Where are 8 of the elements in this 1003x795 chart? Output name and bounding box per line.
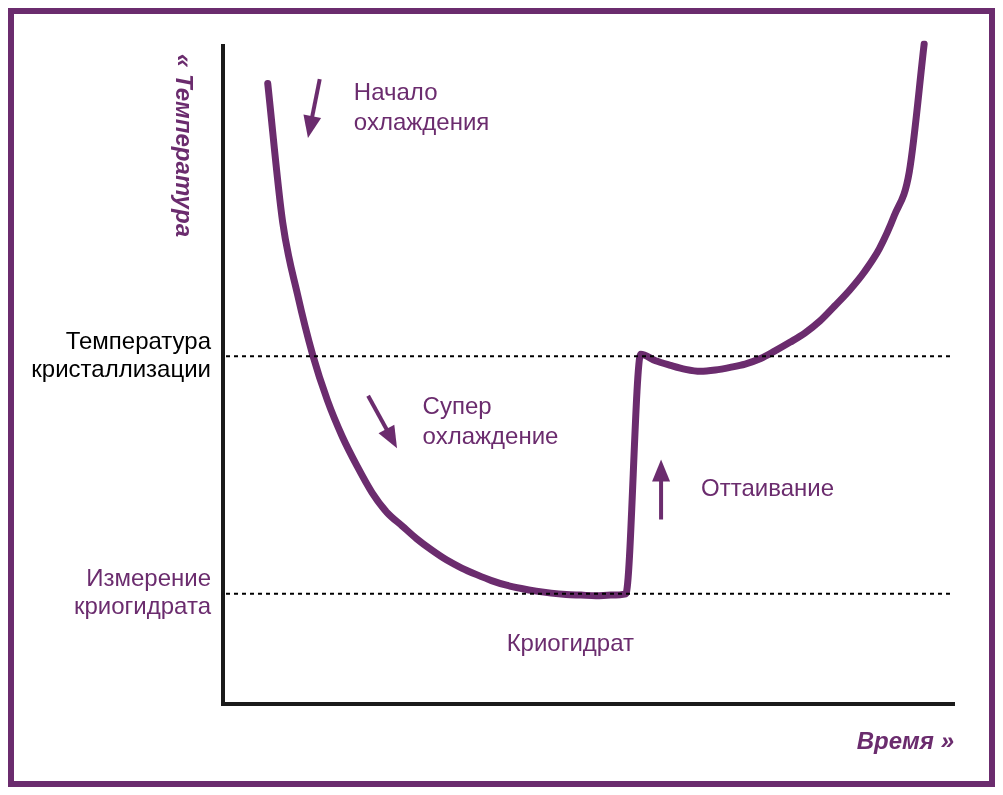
annotation: Оттаивание xyxy=(701,474,835,502)
ref-line-label: Измерение криогидрата xyxy=(73,564,212,620)
annotation: Начало охлаждения xyxy=(353,78,490,136)
y-axis-title: « Температура xyxy=(171,54,199,237)
ref-line-label: Температура кристаллизации xyxy=(31,326,212,382)
annotation: Супер охлаждение xyxy=(422,391,559,449)
x-axis-title: Время » xyxy=(856,726,954,754)
annotation: Криогидрат xyxy=(506,629,635,657)
